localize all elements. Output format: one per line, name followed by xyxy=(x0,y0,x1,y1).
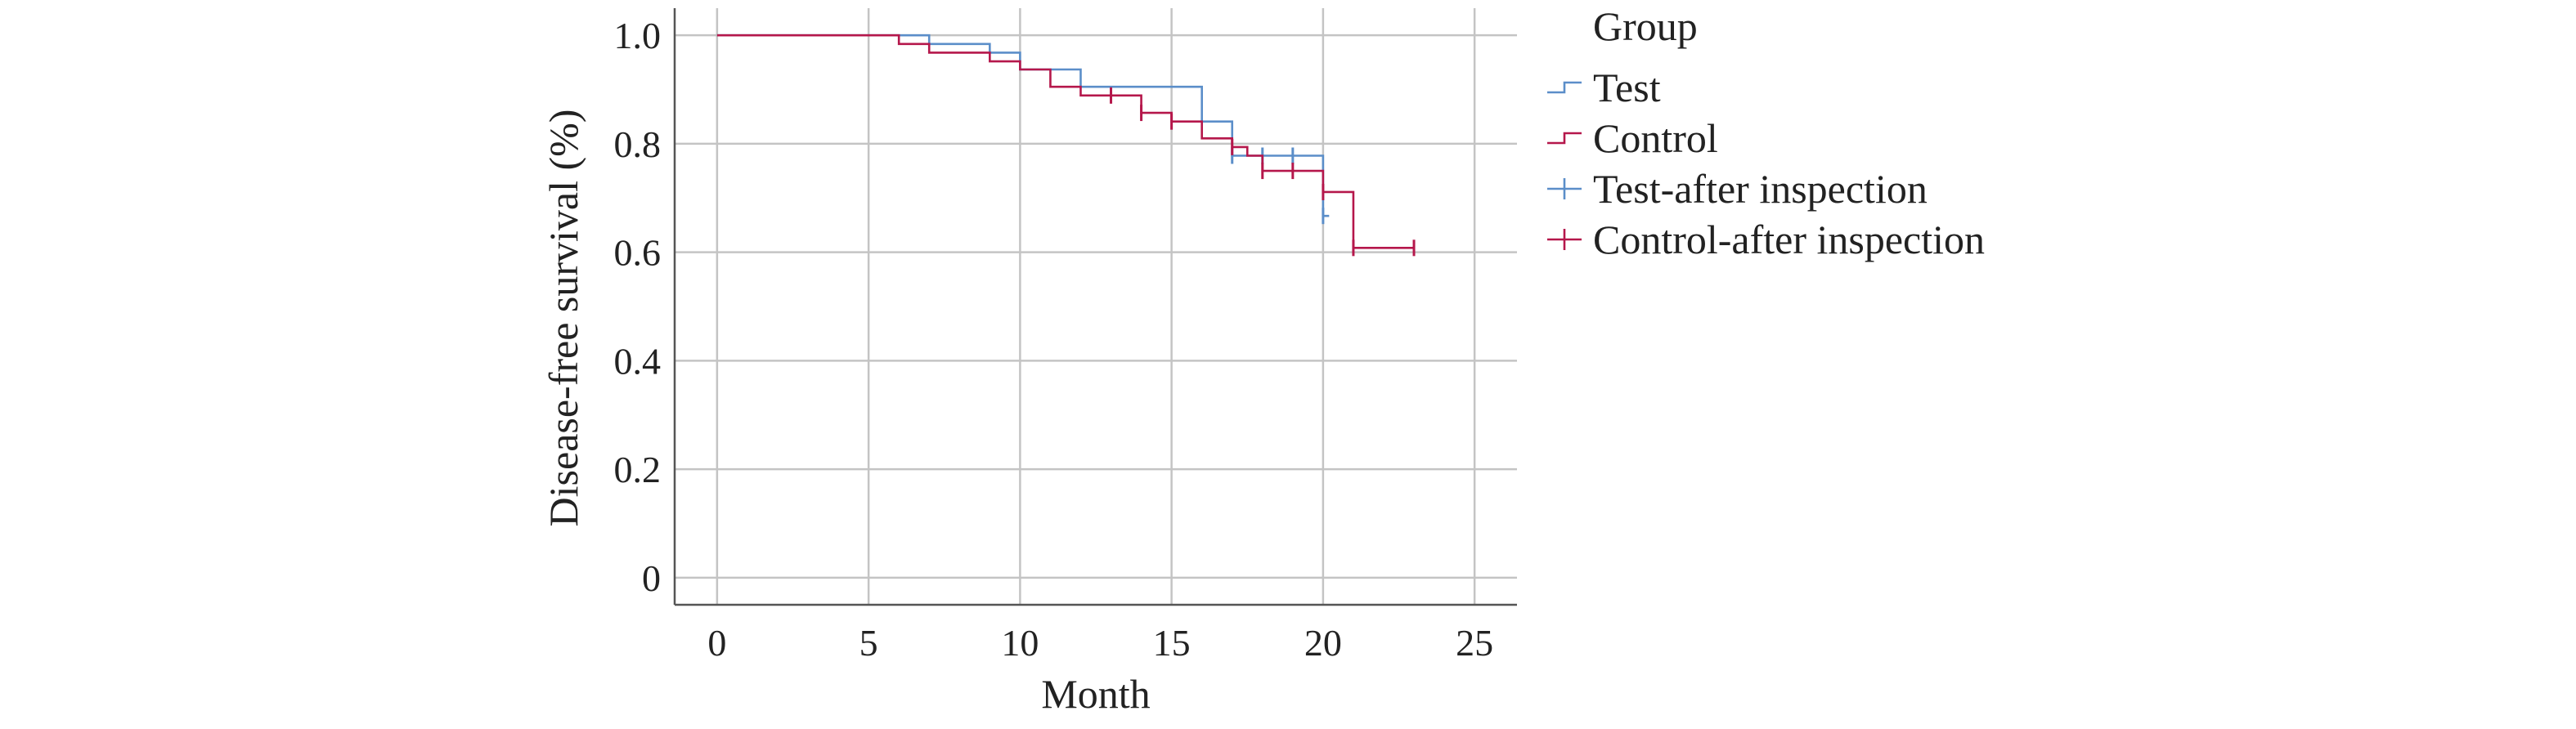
y-tick-label: 1.0 xyxy=(614,15,662,56)
y-tick-label: 0 xyxy=(642,557,661,599)
x-tick-label: 0 xyxy=(707,622,726,664)
legend-item: Control xyxy=(1547,115,1718,161)
y-tick-label: 0.6 xyxy=(614,232,662,274)
legend-label: Control-after inspection xyxy=(1593,217,1985,262)
y-tick-label: 0.4 xyxy=(614,340,662,382)
x-tick-label: 15 xyxy=(1153,622,1191,664)
x-tick-label: 10 xyxy=(1001,622,1039,664)
legend-title: Group xyxy=(1593,3,1698,49)
x-tick-label: 5 xyxy=(859,622,878,664)
x-tick-label: 20 xyxy=(1304,622,1342,664)
legend: Group Test Control Test-after inspection Co… xyxy=(1547,3,1985,262)
legend-label: Test xyxy=(1593,65,1661,110)
tick-label-layer: 0 5 10 15 20 25 0 0.2 0.4 0.6 0.8 1.0 xyxy=(614,15,1494,664)
axis-layer xyxy=(673,8,1517,606)
x-tick-label: 25 xyxy=(1456,622,1493,664)
legend-step-swatch xyxy=(1547,132,1582,145)
control-survival-curve xyxy=(716,34,1415,249)
series-layer xyxy=(716,34,1416,257)
y-tick-label: 0.8 xyxy=(614,123,662,165)
y-tick-label: 0.2 xyxy=(614,449,662,490)
legend-items: Test Control Test-after inspection Control-… xyxy=(1547,65,1985,262)
legend-label: Control xyxy=(1593,115,1718,161)
test-survival-curve xyxy=(716,34,1330,217)
legend-item: Test-after inspection xyxy=(1547,166,1928,212)
y-axis-title: Disease-free survival (%) xyxy=(541,110,586,527)
legend-item: Control-after inspection xyxy=(1547,217,1985,262)
x-axis-title: Month xyxy=(1041,671,1150,717)
legend-label: Test-after inspection xyxy=(1593,166,1928,212)
legend-step-swatch xyxy=(1547,81,1582,94)
legend-item: Test xyxy=(1547,65,1661,110)
grid-layer xyxy=(675,8,1517,605)
